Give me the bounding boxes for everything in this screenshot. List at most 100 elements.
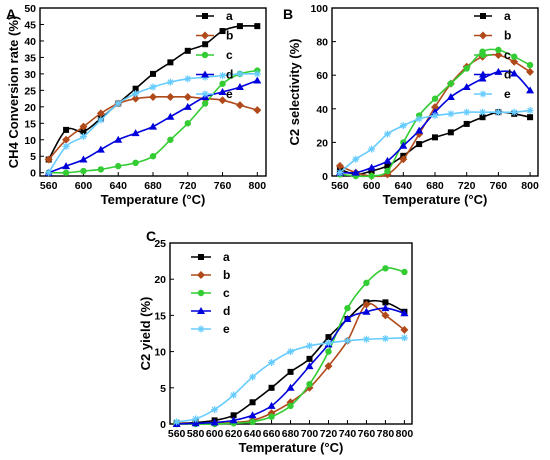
y-tick-label: 40 <box>24 36 36 48</box>
data-point-b <box>166 92 175 101</box>
legend-marker-c <box>201 51 209 59</box>
data-point-e <box>192 415 200 423</box>
data-point-e <box>510 108 518 116</box>
data-point-c <box>167 136 174 143</box>
legend-marker-a <box>480 13 486 19</box>
data-point-d <box>267 401 276 409</box>
y-tick-label: 35 <box>24 52 36 64</box>
x-tick-label: 680 <box>426 180 444 192</box>
data-point-e <box>268 358 276 366</box>
panel-letter: A <box>6 6 16 22</box>
panel-letter: B <box>283 6 293 22</box>
data-point-d <box>362 307 371 315</box>
data-point-c <box>132 159 139 167</box>
legend-label-a: a <box>223 250 230 264</box>
data-point-e <box>45 169 53 177</box>
legend-label-c: c <box>223 286 230 300</box>
data-point-d <box>235 83 244 91</box>
legend-marker-a <box>198 254 204 260</box>
legend-label-d: d <box>223 304 230 318</box>
data-point-e <box>230 391 238 399</box>
data-point-a <box>384 162 391 169</box>
x-tick-label: 720 <box>179 180 197 192</box>
x-tick-label: 560 <box>168 428 186 440</box>
legend-label-e: e <box>226 87 233 101</box>
data-point-e <box>399 122 407 130</box>
data-point-d <box>462 82 471 90</box>
data-point-d <box>79 155 88 163</box>
x-tick-label: 740 <box>339 428 357 440</box>
legend-marker-b <box>479 31 487 40</box>
data-point-e <box>494 108 502 116</box>
legend-label-a: a <box>504 9 511 23</box>
data-point-e <box>383 130 391 138</box>
data-point-c <box>447 80 455 87</box>
legend-marker-d <box>201 70 209 78</box>
x-tick-label: 680 <box>144 180 162 192</box>
y-tick-label: 5 <box>160 383 166 395</box>
data-point-b <box>494 51 503 60</box>
data-point-a <box>167 59 174 66</box>
x-tick-label: 580 <box>187 428 205 440</box>
data-point-e <box>526 106 534 114</box>
data-point-d <box>399 141 408 149</box>
data-point-a <box>463 120 470 127</box>
data-point-c <box>463 65 470 72</box>
data-point-d <box>383 156 392 164</box>
data-point-a <box>63 126 70 133</box>
data-point-b <box>44 155 53 164</box>
data-point-d <box>478 74 487 82</box>
data-point-c <box>363 279 370 287</box>
y-tick-label: 30 <box>24 69 36 81</box>
y-tick-label: 0 <box>160 419 166 431</box>
y-tick-label: 20 <box>154 274 166 286</box>
legend-label-e: e <box>223 322 230 336</box>
data-point-d <box>510 69 519 77</box>
data-point-e <box>184 75 192 83</box>
x-tick-label: 760 <box>214 180 232 192</box>
data-point-a <box>268 384 275 391</box>
data-point-c <box>384 167 391 175</box>
data-point-d <box>526 86 535 94</box>
y-tick-label: 50 <box>24 3 36 15</box>
data-point-b <box>400 325 409 334</box>
y-tick-label: 45 <box>24 19 36 31</box>
data-point-e <box>400 334 408 342</box>
data-point-e <box>132 90 140 98</box>
data-point-c <box>344 304 351 312</box>
y-tick-label: 20 <box>24 102 36 114</box>
data-point-c <box>287 402 294 410</box>
data-point-c <box>184 120 191 127</box>
data-point-d <box>96 145 105 153</box>
data-point-c <box>249 418 256 426</box>
x-tick-label: 760 <box>490 180 508 192</box>
data-point-d <box>367 163 376 171</box>
data-point-b <box>183 92 192 101</box>
legend-marker-e <box>479 90 487 98</box>
panel-b: B 560 600 640 680 720 760 800 0 20 40 60 80 100 Temper… <box>283 3 539 207</box>
data-point-e <box>336 169 344 177</box>
data-point-c <box>219 80 226 87</box>
data-point-b <box>362 300 371 309</box>
data-point-c <box>325 348 332 355</box>
data-point-d <box>166 112 175 120</box>
y-tick-label: 10 <box>24 135 36 147</box>
data-point-c <box>268 413 275 420</box>
x-axis-title: Temperature (°C) <box>101 192 206 207</box>
data-point-e <box>381 335 389 343</box>
x-tick-label: 600 <box>75 180 93 192</box>
data-point-e <box>368 145 376 153</box>
data-point-b <box>62 135 71 144</box>
data-point-e <box>343 337 351 345</box>
data-point-e <box>79 132 87 140</box>
data-point-c <box>62 169 70 176</box>
data-point-d <box>218 88 227 95</box>
data-point-c <box>526 61 534 69</box>
data-point-b <box>335 161 344 170</box>
data-point-b <box>131 94 140 103</box>
data-point-a <box>287 368 294 375</box>
y-tick-label: 5 <box>30 151 36 163</box>
data-point-d <box>343 315 352 323</box>
x-tick-label: 640 <box>395 180 413 192</box>
x-tick-label: 680 <box>282 428 300 440</box>
